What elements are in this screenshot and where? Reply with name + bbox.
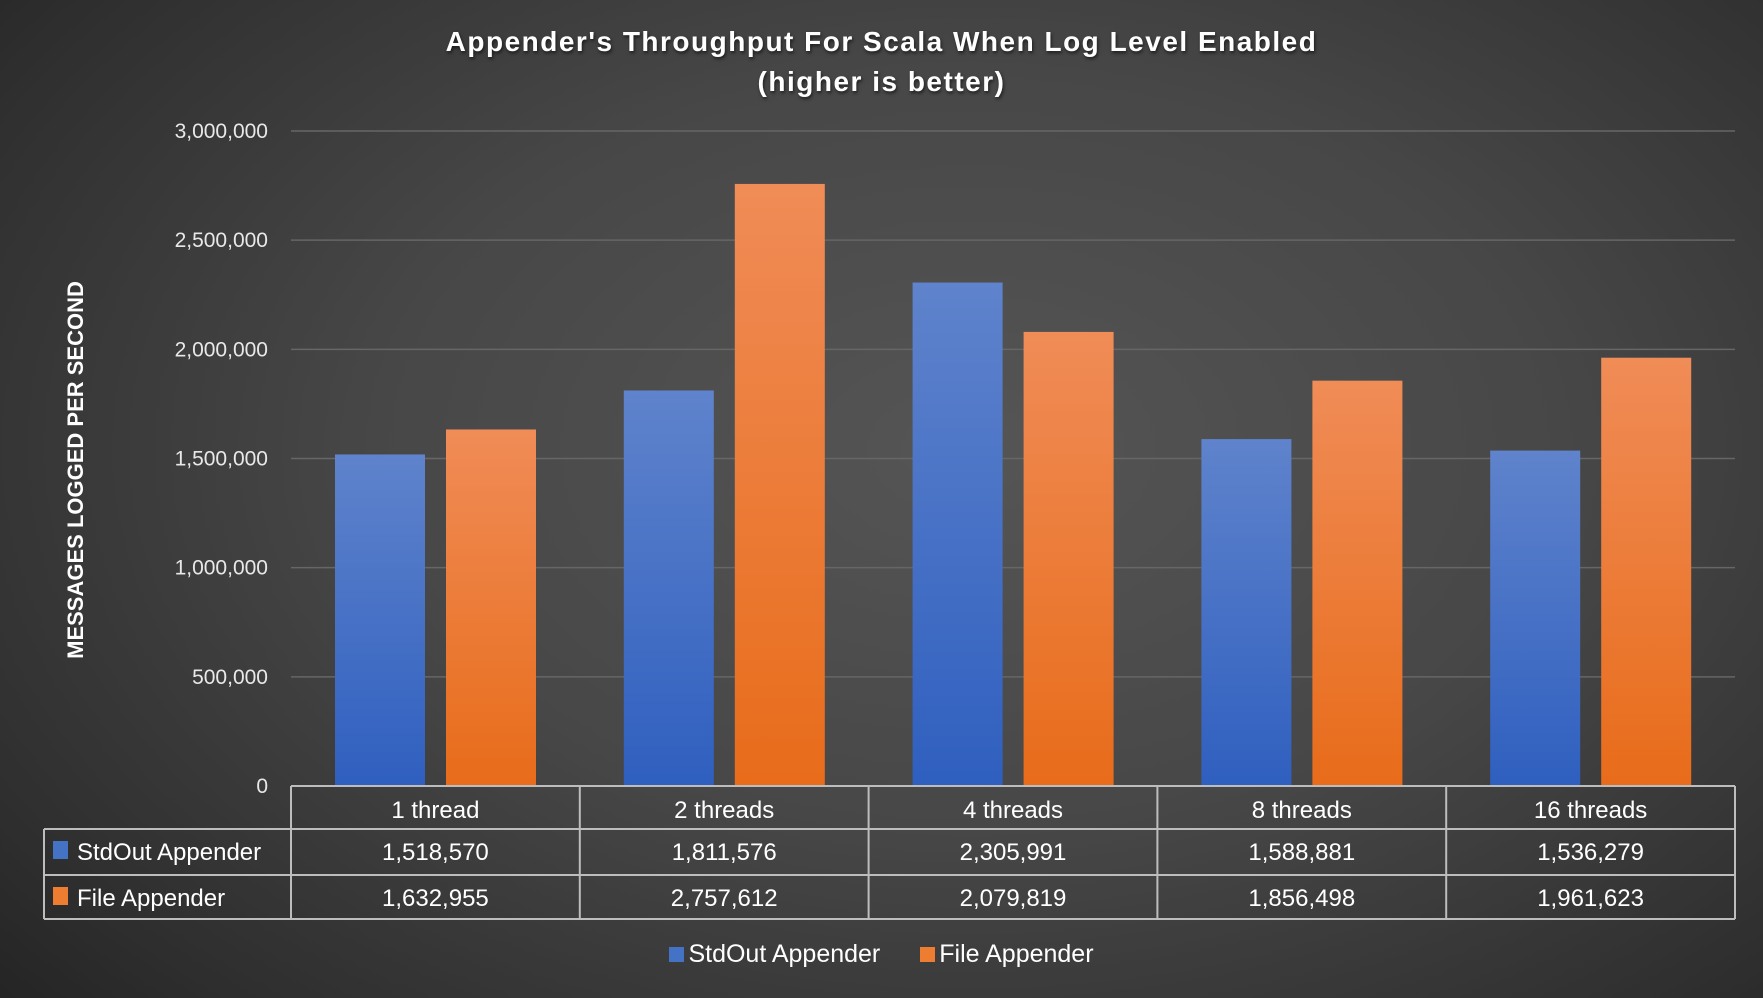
chart-title: Appender's Throughput For Scala When Log… <box>0 22 1763 102</box>
table-cell-value: 1,536,279 <box>1537 839 1644 866</box>
table-cell-value: 1,632,955 <box>382 885 489 912</box>
table-cell-value: 1,961,623 <box>1537 885 1644 912</box>
category-label: 8 threads <box>1252 797 1352 824</box>
category-label: 16 threads <box>1534 797 1647 824</box>
series-row-label: File Appender <box>77 885 225 912</box>
table-cell-value: 1,811,576 <box>672 839 777 866</box>
bar-stdout <box>1201 439 1292 786</box>
y-tick-label: 2,000,000 <box>175 338 268 361</box>
series-row-label: StdOut Appender <box>77 839 261 866</box>
y-tick-label: 3,000,000 <box>175 120 268 143</box>
legend-item: StdOut Appender <box>669 940 880 969</box>
subtitle-line: (higher is better) <box>757 66 1006 97</box>
table-cell-value: 2,757,612 <box>671 885 778 912</box>
bar-stdout <box>1490 450 1581 786</box>
title-line: Appender's Throughput For Scala When Log… <box>445 26 1318 57</box>
bar-stdout <box>623 390 714 786</box>
bar-stdout <box>335 454 425 786</box>
table-cell-value: 1,856,498 <box>1248 885 1355 912</box>
legend-swatch <box>669 947 685 962</box>
legend-label: StdOut Appender <box>688 940 881 968</box>
y-tick-label: 2,500,000 <box>175 229 268 252</box>
table-cell-value: 2,305,991 <box>960 839 1067 866</box>
table-cell-value: 1,518,570 <box>382 839 489 866</box>
bar-file <box>734 183 825 786</box>
category-label: 4 threads <box>963 797 1063 824</box>
category-label: 2 threads <box>674 797 774 824</box>
legend: StdOut Appender File Appender <box>0 940 1763 969</box>
y-tick-label: 500,000 <box>192 666 268 689</box>
table-cell-value: 1,588,881 <box>1248 839 1355 866</box>
y-tick-label: 0 <box>256 775 268 798</box>
bar-file <box>1312 380 1403 786</box>
category-label: 1 thread <box>391 797 479 824</box>
legend-item: File Appender <box>920 940 1094 969</box>
legend-key <box>53 887 68 905</box>
bar-file <box>1023 331 1114 786</box>
legend-swatch <box>920 947 936 962</box>
bar-stdout <box>912 282 1003 786</box>
bar-file <box>1601 357 1692 786</box>
legend-label: File Appender <box>939 940 1094 968</box>
table-cell-value: 2,079,819 <box>960 885 1067 912</box>
legend-key <box>53 841 68 859</box>
y-tick-label: 1,500,000 <box>175 448 268 471</box>
bar-file <box>446 429 536 786</box>
y-tick-label: 1,000,000 <box>175 557 268 580</box>
